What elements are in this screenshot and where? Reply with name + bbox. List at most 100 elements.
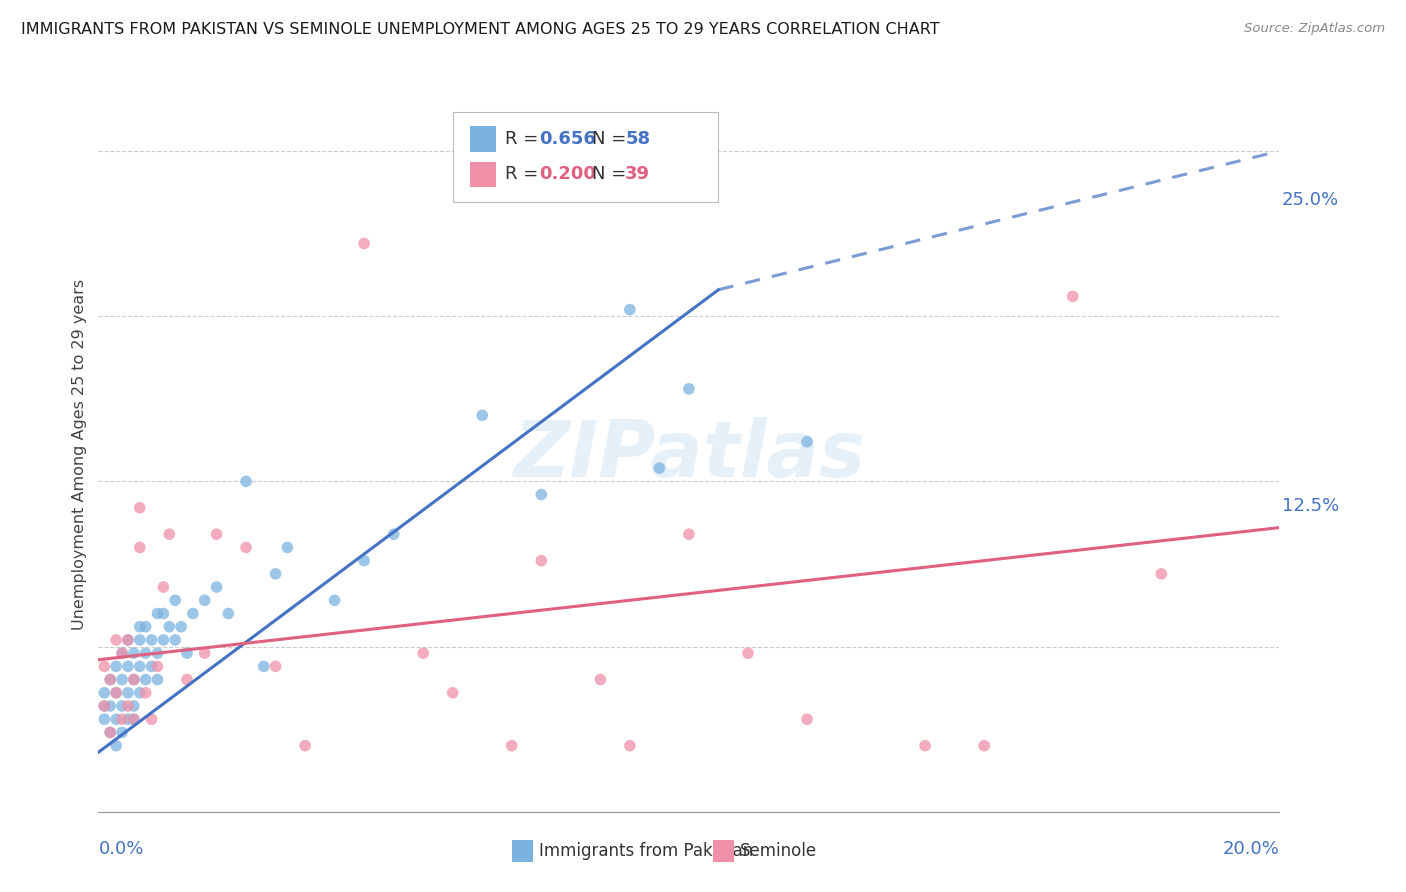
Text: Immigrants from Pakistan: Immigrants from Pakistan	[538, 842, 754, 860]
Point	[135, 686, 157, 700]
Point	[619, 739, 641, 753]
Point	[128, 659, 150, 673]
Point	[128, 620, 150, 634]
Point	[157, 527, 180, 541]
Point	[276, 541, 298, 555]
Bar	[471, 126, 496, 152]
Point	[98, 698, 121, 713]
Point	[471, 409, 494, 423]
Point	[796, 434, 818, 449]
Point	[122, 712, 145, 726]
Point	[98, 725, 121, 739]
Point	[105, 659, 128, 673]
Point	[205, 580, 228, 594]
Point	[98, 673, 121, 687]
Point	[117, 632, 139, 647]
Point	[122, 673, 145, 687]
Point	[589, 673, 612, 687]
Point	[165, 632, 187, 647]
Point	[412, 646, 434, 660]
Text: 58: 58	[626, 130, 651, 148]
Point	[152, 607, 174, 621]
Point	[1062, 289, 1084, 303]
Point	[105, 712, 128, 726]
Point	[530, 554, 553, 568]
Text: IMMIGRANTS FROM PAKISTAN VS SEMINOLE UNEMPLOYMENT AMONG AGES 25 TO 29 YEARS CORR: IMMIGRANTS FROM PAKISTAN VS SEMINOLE UNE…	[21, 22, 939, 37]
Point	[737, 646, 759, 660]
Point	[914, 739, 936, 753]
Point	[973, 739, 995, 753]
Point	[111, 712, 134, 726]
Text: N =: N =	[592, 130, 633, 148]
Point	[152, 632, 174, 647]
Point	[619, 302, 641, 317]
Point	[93, 659, 115, 673]
Point	[678, 382, 700, 396]
Point	[382, 527, 405, 541]
Point	[111, 725, 134, 739]
Point	[146, 673, 169, 687]
Text: Source: ZipAtlas.com: Source: ZipAtlas.com	[1244, 22, 1385, 36]
Point	[105, 632, 128, 647]
Text: 0.0%: 0.0%	[98, 840, 143, 858]
Point	[93, 686, 115, 700]
Text: R =: R =	[505, 130, 544, 148]
Y-axis label: Unemployment Among Ages 25 to 29 years: Unemployment Among Ages 25 to 29 years	[72, 279, 87, 631]
Text: 0.200: 0.200	[538, 166, 596, 184]
Point	[141, 712, 163, 726]
Point	[128, 541, 150, 555]
Point	[111, 646, 134, 660]
Point	[135, 646, 157, 660]
Point	[1150, 566, 1173, 581]
Point	[135, 673, 157, 687]
Point	[157, 620, 180, 634]
Text: 0.656: 0.656	[538, 130, 596, 148]
Point	[648, 461, 671, 475]
Point	[93, 712, 115, 726]
Point	[441, 686, 464, 700]
Point	[117, 659, 139, 673]
Point	[93, 698, 115, 713]
Point	[122, 673, 145, 687]
Point	[176, 646, 198, 660]
Point	[135, 620, 157, 634]
Point	[530, 487, 553, 501]
Text: 39: 39	[626, 166, 650, 184]
Point	[111, 673, 134, 687]
Point	[165, 593, 187, 607]
Text: 20.0%: 20.0%	[1223, 840, 1279, 858]
Point	[98, 725, 121, 739]
Point	[353, 554, 375, 568]
Point	[111, 646, 134, 660]
Text: 12.5%: 12.5%	[1282, 497, 1339, 515]
Bar	[471, 161, 496, 187]
Point	[217, 607, 239, 621]
Point	[141, 659, 163, 673]
Point	[194, 646, 217, 660]
Point	[128, 500, 150, 515]
Point	[294, 739, 316, 753]
Text: 25.0%: 25.0%	[1282, 191, 1339, 209]
Point	[117, 632, 139, 647]
Point	[117, 698, 139, 713]
Point	[264, 659, 287, 673]
Point	[105, 686, 128, 700]
FancyBboxPatch shape	[453, 112, 718, 202]
Text: R =: R =	[505, 166, 544, 184]
Point	[117, 712, 139, 726]
Point	[501, 739, 523, 753]
Point	[111, 698, 134, 713]
Bar	[713, 840, 734, 862]
Point	[122, 646, 145, 660]
Bar	[512, 840, 533, 862]
Point	[253, 659, 276, 673]
Point	[93, 698, 115, 713]
Point	[170, 620, 193, 634]
Point	[264, 566, 287, 581]
Point	[181, 607, 204, 621]
Point	[117, 686, 139, 700]
Point	[152, 580, 174, 594]
Point	[128, 632, 150, 647]
Point	[122, 712, 145, 726]
Text: Seminole: Seminole	[740, 842, 817, 860]
